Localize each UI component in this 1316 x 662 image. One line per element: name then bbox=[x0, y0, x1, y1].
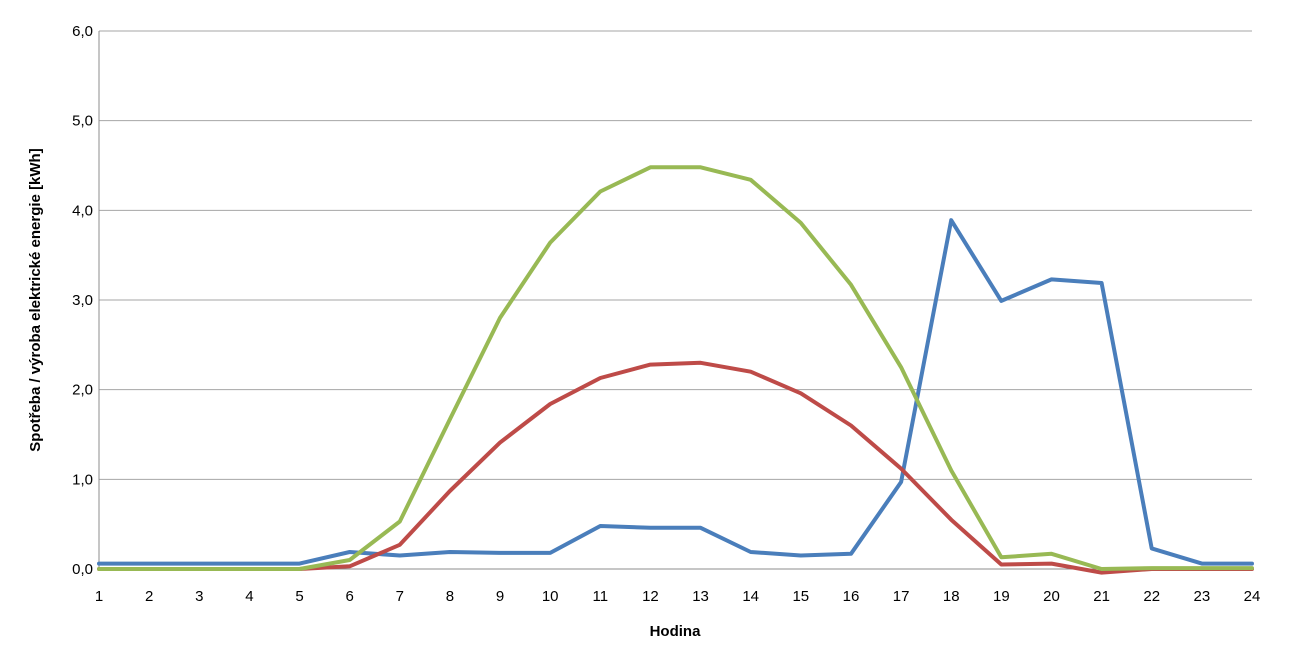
x-tick-label: 3 bbox=[195, 588, 203, 605]
x-tick-label: 19 bbox=[993, 588, 1010, 605]
series-lines bbox=[97, 165, 1254, 575]
x-tick-label: 11 bbox=[593, 588, 609, 605]
x-tick-label: 17 bbox=[893, 588, 910, 605]
x-tick-label: 6 bbox=[345, 588, 353, 605]
y-axis-title: Spotřeba / výroba elektrické energie [kW… bbox=[27, 148, 44, 451]
x-tick-label: 24 bbox=[1244, 588, 1261, 605]
series-line-3 bbox=[97, 165, 1254, 571]
y-tick-label: 2,0 bbox=[72, 382, 93, 399]
y-tick-label: 4,0 bbox=[72, 202, 93, 219]
x-axis-title: Hodina bbox=[650, 623, 701, 640]
x-tick-label: 18 bbox=[943, 588, 960, 605]
y-tick-labels: 0,0 1,0 2,0 3,0 4,0 5,0 6,0 bbox=[72, 23, 93, 578]
y-tick-label: 0,0 bbox=[72, 561, 93, 578]
y-tick-label: 1,0 bbox=[72, 471, 93, 488]
series-line-2 bbox=[97, 360, 1254, 575]
x-tick-labels: 1 2 3 4 5 6 7 8 9 10 11 12 13 14 15 16 17 18 19 20 21 22 23 24 bbox=[95, 588, 1261, 605]
x-tick-label: 23 bbox=[1194, 588, 1211, 605]
y-tick-label: 6,0 bbox=[72, 23, 93, 40]
gridlines bbox=[99, 30, 1252, 480]
x-tick-label: 13 bbox=[692, 588, 709, 605]
x-tick-label: 12 bbox=[642, 588, 659, 605]
y-tick-label: 5,0 bbox=[72, 113, 93, 130]
series-line-1 bbox=[97, 218, 1254, 566]
x-tick-label: 16 bbox=[843, 588, 860, 605]
x-tick-label: 7 bbox=[396, 588, 404, 605]
x-tick-label: 14 bbox=[742, 588, 759, 605]
x-tick-label: 5 bbox=[295, 588, 303, 605]
x-tick-label: 21 bbox=[1093, 588, 1110, 605]
x-tick-label: 8 bbox=[446, 588, 454, 605]
x-tick-label: 22 bbox=[1143, 588, 1160, 605]
x-tick-label: 10 bbox=[542, 588, 559, 605]
x-tick-label: 15 bbox=[792, 588, 809, 605]
x-tick-label: 9 bbox=[496, 588, 504, 605]
x-tick-label: 4 bbox=[245, 588, 253, 605]
x-tick-label: 1 bbox=[95, 588, 103, 605]
y-tick-label: 3,0 bbox=[72, 292, 93, 309]
x-tick-label: 2 bbox=[145, 588, 153, 605]
x-tick-label: 20 bbox=[1043, 588, 1060, 605]
